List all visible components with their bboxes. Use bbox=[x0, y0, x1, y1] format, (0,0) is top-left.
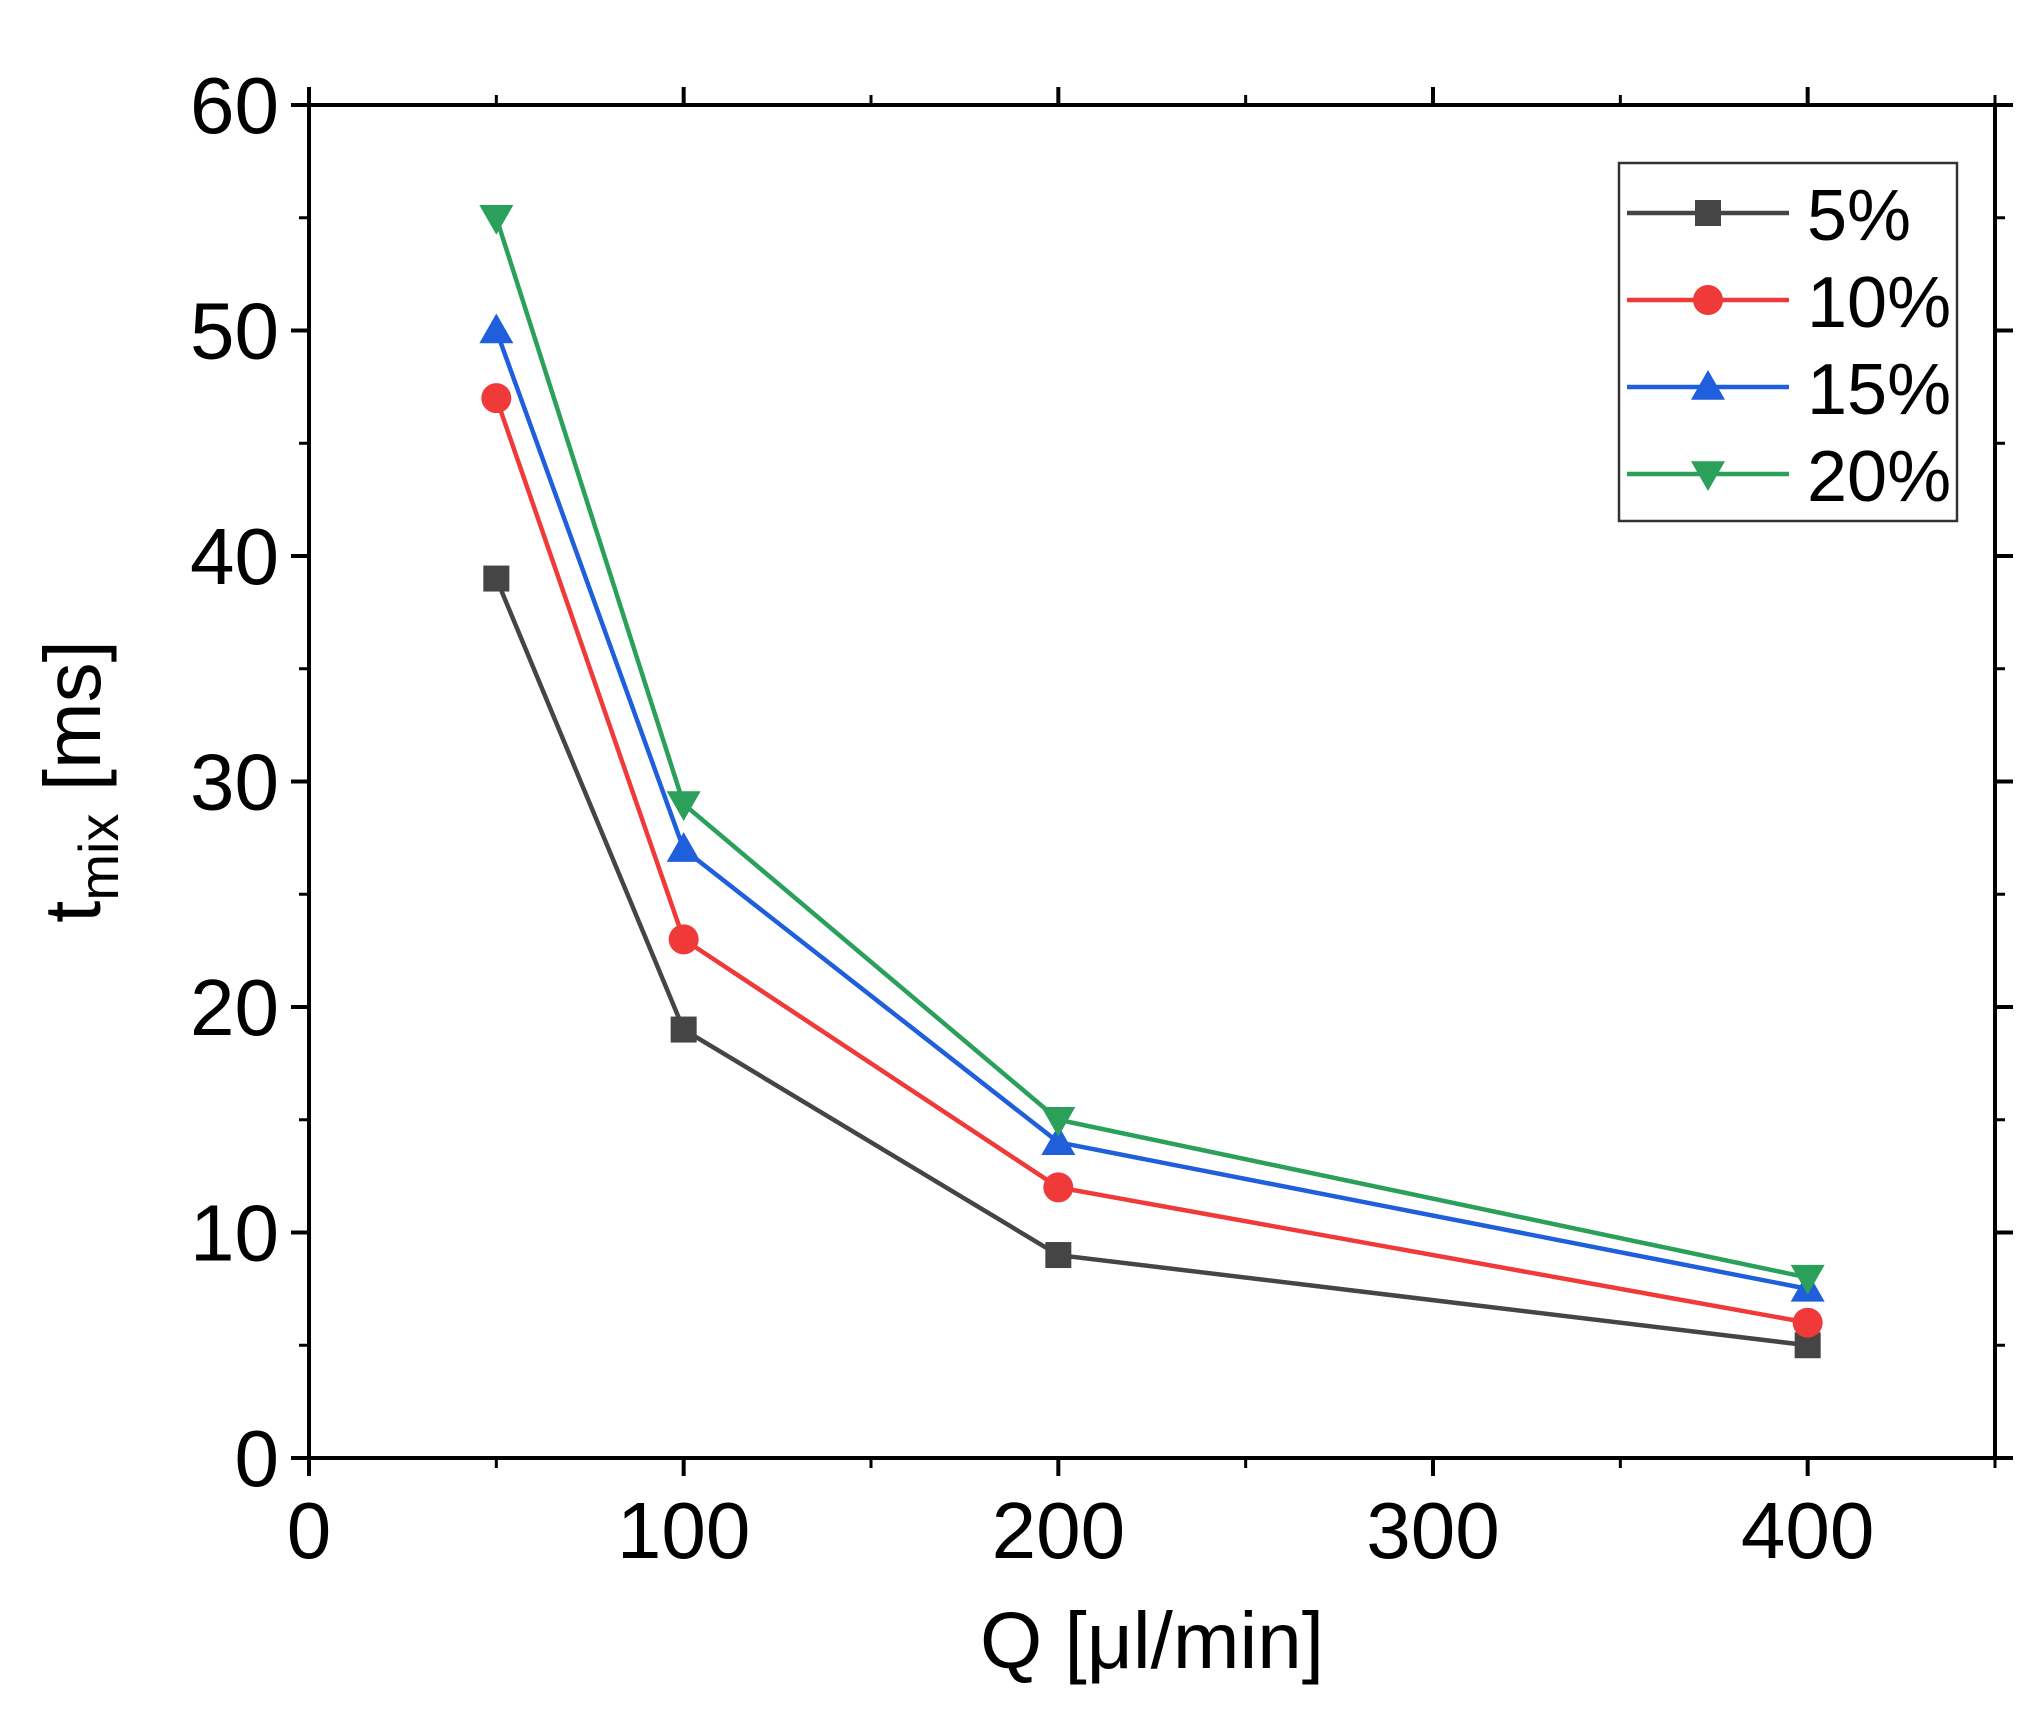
y-tick-label: 0 bbox=[235, 1414, 280, 1503]
x-axis-label: Q [μl/min] bbox=[980, 1596, 1324, 1685]
series-layer bbox=[479, 205, 1825, 1359]
legend-entry: 20% bbox=[1627, 437, 1951, 517]
legend-entry: 15% bbox=[1627, 350, 1951, 430]
legend-entry: 10% bbox=[1627, 263, 1951, 343]
series-10pct bbox=[481, 383, 1823, 1338]
legend-label: 10% bbox=[1807, 263, 1951, 343]
data-point bbox=[666, 791, 701, 822]
data-point bbox=[666, 832, 701, 862]
series-line bbox=[494, 577, 1808, 1348]
legend-marker bbox=[1691, 370, 1725, 400]
legend-label: 20% bbox=[1807, 437, 1951, 517]
x-tick-label: 300 bbox=[1366, 1486, 1499, 1575]
data-point bbox=[1043, 1172, 1074, 1203]
y-tick-label: 40 bbox=[190, 512, 279, 601]
y-tick-label: 20 bbox=[190, 963, 279, 1052]
y-axis-label-unit: [ms] bbox=[28, 640, 117, 813]
data-point bbox=[1041, 1125, 1076, 1156]
y-axis-label-main: t bbox=[28, 901, 117, 923]
legend-label: 15% bbox=[1807, 350, 1951, 430]
y-tick-label: 50 bbox=[190, 287, 279, 376]
plot-frame bbox=[307, 103, 1997, 1460]
series-20pct bbox=[479, 205, 1825, 1295]
series-5pct bbox=[483, 565, 1821, 1359]
series-line bbox=[494, 329, 1809, 1292]
data-point bbox=[481, 383, 512, 414]
x-tick-label: 200 bbox=[992, 1486, 1125, 1575]
data-point bbox=[1792, 1307, 1823, 1338]
legend-marker bbox=[1693, 285, 1723, 315]
axis-tick-labels: 0 100 200 300 400 0 10 20 30 40 50 60 bbox=[190, 61, 1874, 1575]
data-point bbox=[479, 205, 514, 235]
legend: 5%10%15%20% bbox=[1617, 161, 1959, 523]
x-tick-label: 0 bbox=[287, 1486, 332, 1575]
data-point bbox=[479, 313, 514, 344]
y-tick-label: 60 bbox=[190, 61, 279, 150]
data-point bbox=[670, 1016, 697, 1043]
x-tick-label: 100 bbox=[617, 1486, 750, 1575]
y-axis-label: tmix [ms] bbox=[28, 640, 130, 923]
series-line bbox=[494, 217, 1809, 1280]
data-point bbox=[483, 565, 510, 592]
legend-entry: 5% bbox=[1627, 176, 1911, 256]
data-point bbox=[1041, 1107, 1076, 1137]
legend-marker bbox=[1695, 200, 1721, 226]
series-15pct bbox=[479, 313, 1825, 1302]
data-point bbox=[668, 924, 699, 955]
legend-marker bbox=[1691, 461, 1725, 491]
y-tick-label: 30 bbox=[190, 738, 279, 827]
data-point bbox=[1045, 1242, 1072, 1269]
legend-label: 5% bbox=[1807, 176, 1911, 256]
legend-box bbox=[1617, 161, 1959, 523]
series-line bbox=[494, 397, 1809, 1325]
y-tick-label: 10 bbox=[190, 1189, 279, 1278]
y-axis-label-subscript: mix bbox=[67, 814, 130, 901]
x-tick-label: 400 bbox=[1741, 1486, 1874, 1575]
data-point bbox=[1790, 1264, 1825, 1295]
